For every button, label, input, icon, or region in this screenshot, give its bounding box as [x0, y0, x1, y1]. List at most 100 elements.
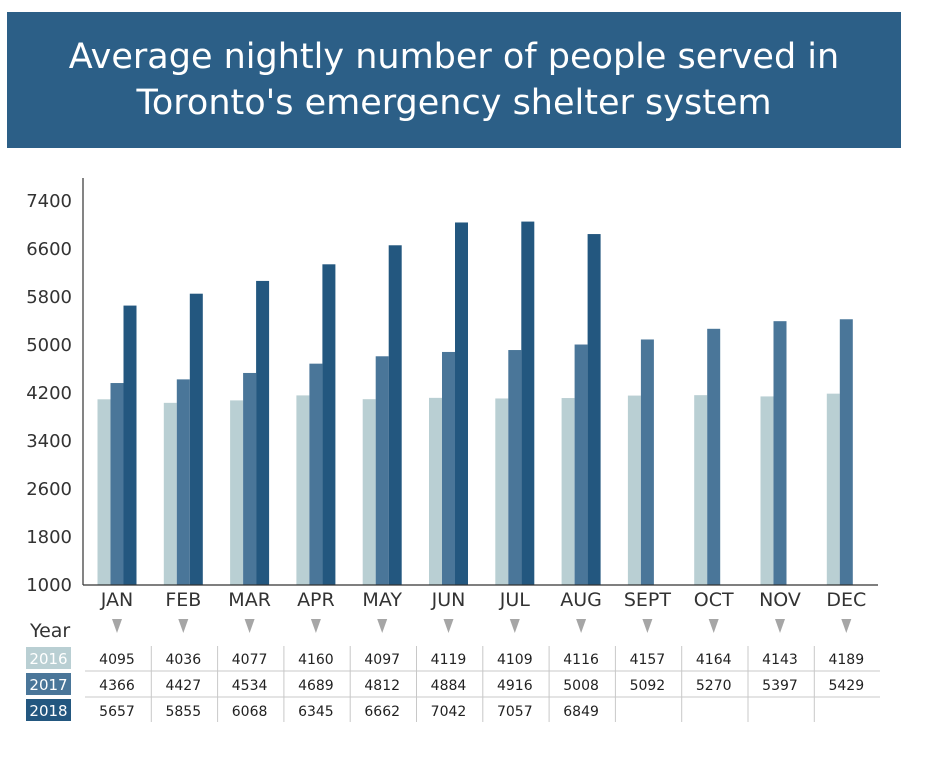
table-cell: 4812 [364, 678, 400, 694]
y-tick-label: 6600 [26, 239, 72, 260]
bar-2017-sept [640, 339, 654, 585]
x-tick-label: JAN [100, 589, 133, 611]
chart-title: Average nightly number of people served … [68, 37, 840, 123]
table-cell: 7042 [431, 704, 467, 720]
table-cell: 6345 [298, 704, 334, 720]
bar-2017-jun [442, 351, 455, 585]
x-tick-label: DEC [826, 589, 866, 611]
table-cell: 4157 [630, 652, 666, 668]
down-arrow-icon [443, 619, 454, 633]
x-tick-label: AUG [560, 589, 602, 611]
bar-2017-jan [110, 383, 124, 585]
bar-2017-apr [309, 363, 323, 585]
table-cell: 5855 [165, 704, 201, 720]
bar-2016-dec [826, 393, 840, 585]
table-cell: 4189 [828, 652, 864, 668]
down-arrow-icon [775, 619, 785, 633]
table-cell: 5429 [828, 678, 864, 694]
down-arrow-icon [112, 619, 122, 633]
bar-2016-mar [230, 400, 244, 585]
table-cell: 7057 [497, 704, 533, 720]
x-tick-label: FEB [165, 589, 201, 611]
table-cell: 6662 [364, 704, 400, 720]
bar-2018-aug [587, 234, 601, 585]
y-tick-label: 2600 [26, 479, 72, 500]
table-cell: 4366 [99, 678, 135, 694]
y-axis-ticks: 1000 1800 2600 3400 4200 5000 5800 6600 7400 [26, 191, 72, 596]
bar-2017-aug [574, 344, 588, 585]
table-cell: 4097 [364, 652, 400, 668]
table-cell: 4689 [298, 678, 334, 694]
bar-2018-jan [123, 305, 137, 585]
down-arrow-icon [642, 619, 653, 633]
y-tick-label: 1000 [26, 575, 72, 596]
x-tick-label: JUN [431, 589, 466, 611]
y-tick-label: 5800 [26, 287, 72, 308]
bar-2018-jun [455, 222, 468, 586]
y-tick-label: 1800 [26, 527, 72, 548]
bar-2017-jul [508, 350, 522, 585]
x-tick-label: MAY [362, 589, 402, 611]
data-table: 2016 4095 4036 4077 4160 4097 4119 4109 4116 4157… [26, 646, 880, 722]
table-cell: 4143 [762, 652, 798, 668]
table-cell: 4036 [165, 652, 201, 668]
down-arrow-icon [509, 619, 520, 633]
table-cell: 6068 [232, 704, 268, 720]
table-cell: 4884 [431, 678, 467, 694]
down-arrow-icon [841, 619, 852, 633]
table-year-header: Year [29, 620, 70, 642]
table-cell: 4916 [497, 678, 533, 694]
bar-2017-feb [176, 379, 190, 585]
table-cell: 5657 [99, 704, 135, 720]
x-tick-label: SEPT [624, 589, 672, 611]
table-cell: 4427 [165, 678, 201, 694]
bar-2018-feb [189, 293, 203, 585]
bar-2017-oct [707, 328, 721, 585]
table-cell: 4077 [232, 652, 268, 668]
table-row-label-bg [26, 647, 71, 669]
table-row-label-bg [26, 673, 71, 695]
x-tick-label: JUL [499, 589, 531, 611]
bar-2016-jun [429, 397, 442, 585]
column-arrows [112, 619, 852, 633]
table-cell: 4160 [298, 652, 334, 668]
y-tick-label: 4200 [26, 383, 72, 404]
title-banner: Average nightly number of people served … [7, 12, 901, 148]
x-tick-label: APR [297, 589, 335, 611]
table-cell: 5397 [762, 678, 798, 694]
table-cell: 4119 [431, 652, 467, 668]
table-cell: 4116 [563, 652, 599, 668]
table-cell: 4095 [99, 652, 135, 668]
y-tick-label: 7400 [26, 191, 72, 212]
table-cell: 4109 [497, 652, 533, 668]
bar-2016-apr [296, 395, 310, 585]
down-arrow-icon [576, 619, 587, 633]
bar-2016-sept [627, 395, 641, 585]
table-cell: 5092 [630, 678, 666, 694]
bar-2016-jan [97, 399, 111, 585]
bar-2017-may [375, 356, 389, 585]
x-tick-label: MAR [228, 589, 271, 611]
down-arrow-icon [310, 619, 321, 633]
down-arrow-icon [244, 619, 255, 633]
bar-2017-nov [773, 321, 787, 585]
bar-2016-jul [495, 398, 509, 585]
down-arrow-icon [708, 619, 719, 633]
bars [97, 221, 853, 586]
x-tick-label: OCT [694, 589, 734, 611]
table-cell: 5008 [563, 678, 599, 694]
bar-2017-dec [839, 319, 853, 585]
x-axis-ticks: JAN FEB MAR APR MAY JUN JUL AUG SEPT OCT NOV DEC [100, 589, 866, 611]
bar-2016-aug [561, 398, 575, 585]
x-tick-label: NOV [759, 589, 801, 611]
table-row-label: 2016 [29, 650, 67, 668]
table-row-label: 2018 [29, 702, 67, 720]
bar-2017-mar [243, 372, 257, 585]
bar-2018-mar [256, 280, 270, 585]
bar-2016-nov [760, 396, 774, 585]
y-tick-label: 5000 [26, 335, 72, 356]
bar-2018-jul [521, 221, 535, 585]
table-cell: 5270 [696, 678, 732, 694]
table-cell: 6849 [563, 704, 599, 720]
